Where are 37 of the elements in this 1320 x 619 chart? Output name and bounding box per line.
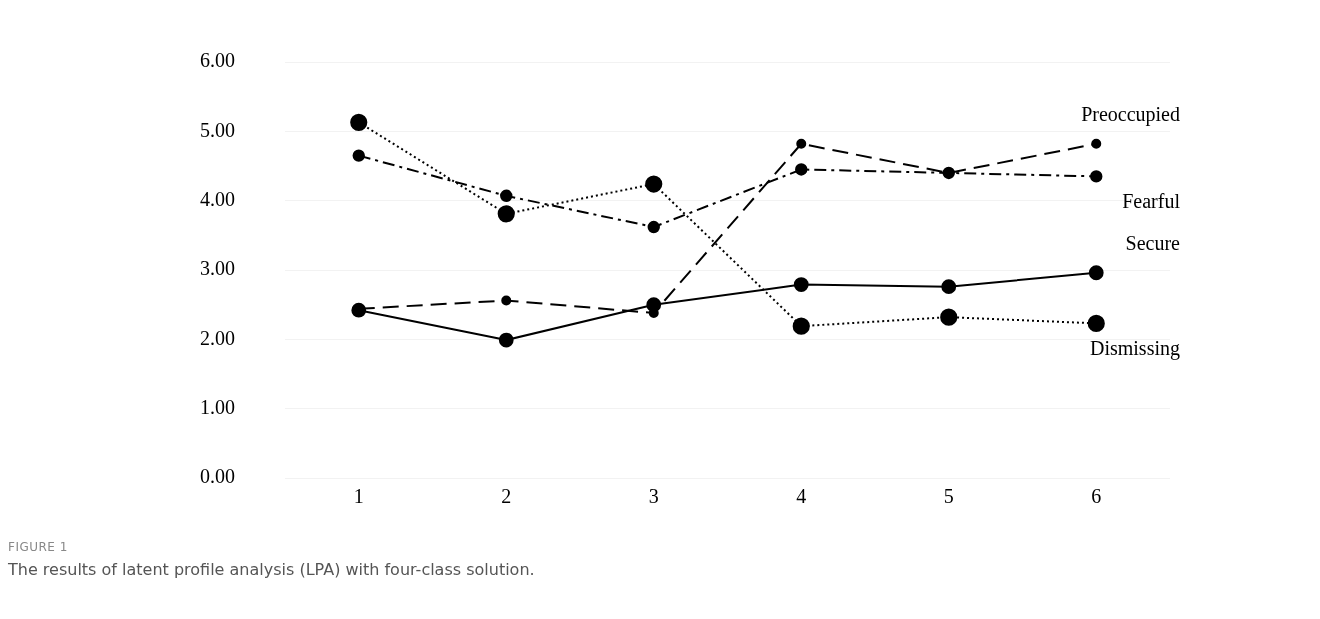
y-tick-label: 0.00	[200, 465, 235, 488]
y-tick-label: 4.00	[200, 187, 235, 210]
point	[941, 279, 957, 295]
point	[647, 220, 660, 234]
x-tick-label: 2	[501, 485, 512, 508]
x-tick-label: 3	[648, 485, 659, 508]
point	[350, 113, 368, 131]
point	[352, 149, 365, 162]
x-tick-label: 6	[1091, 485, 1102, 508]
series-label: Dismissing	[1089, 336, 1180, 360]
text: The results of latent profile analysis (LPA) with four-class solution.	[8, 560, 535, 579]
point	[498, 332, 514, 348]
point	[1087, 314, 1105, 332]
x-tick-label: 5	[943, 485, 954, 508]
point	[940, 308, 958, 326]
point	[645, 175, 663, 193]
y-tick-label: 1.00	[200, 395, 235, 418]
series-label: Preoccupied	[1081, 103, 1180, 127]
x-tick-label: 4	[796, 485, 807, 508]
caption: FIGURE 1	[8, 540, 69, 554]
point	[1091, 138, 1102, 149]
point	[796, 138, 807, 149]
point	[500, 189, 513, 203]
point	[497, 205, 515, 223]
x-tick-label: 1	[353, 485, 364, 508]
point	[795, 163, 808, 176]
point	[501, 295, 512, 306]
point	[1090, 170, 1103, 183]
point	[792, 317, 810, 335]
series-label: Fearful	[1122, 189, 1181, 212]
y-tick-label: 5.00	[200, 118, 235, 141]
y-tick-label: 2.00	[200, 326, 235, 349]
y-tick-label: 6.00	[200, 49, 235, 72]
series-label: Secure	[1125, 232, 1181, 255]
point	[793, 277, 809, 292]
point	[1088, 265, 1104, 281]
y-tick-label: 3.00	[200, 257, 235, 280]
